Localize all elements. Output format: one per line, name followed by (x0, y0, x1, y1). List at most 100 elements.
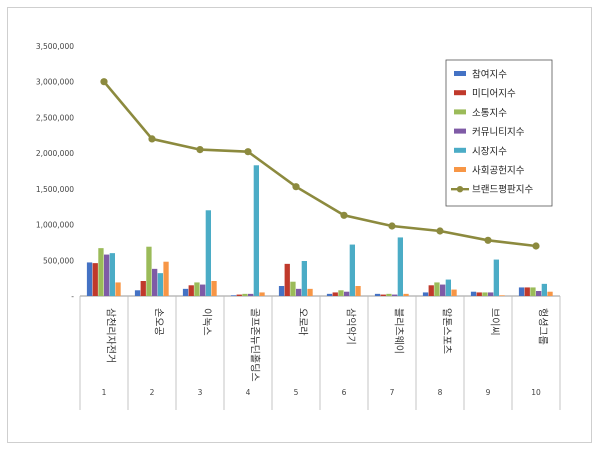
bar (86, 262, 93, 296)
bar (524, 287, 530, 296)
bar (115, 282, 121, 296)
bar (242, 293, 248, 296)
legend-swatch (454, 167, 466, 172)
chart-svg: - 500,000 1,000,000 1,500,000 2,000,000 2,500… (36, 42, 561, 410)
bar (392, 294, 398, 296)
bar (284, 263, 290, 296)
bar (349, 244, 355, 296)
y-tick-label: 500,000 (43, 256, 74, 265)
chart-frame: - 500,000 1,000,000 1,500,000 2,000,000 2,500… (7, 7, 592, 443)
bar (157, 273, 163, 296)
bar (428, 285, 434, 296)
bar (140, 281, 146, 296)
bar (380, 294, 386, 296)
legend-line-marker (456, 186, 464, 193)
rank-label: 10 (531, 388, 541, 397)
rank-label: 1 (102, 388, 107, 397)
y-tick-label: 1,000,000 (36, 221, 74, 230)
bar (499, 295, 505, 296)
bar (422, 292, 429, 296)
axis-layer: - 500,000 1,000,000 1,500,000 2,000,000 2,500… (36, 42, 561, 410)
bar (152, 268, 158, 296)
bar (403, 293, 409, 296)
bar (236, 294, 242, 296)
bar (200, 284, 206, 296)
legend-swatch (454, 71, 466, 76)
bar (205, 210, 211, 296)
category-label: 오로라 (297, 308, 309, 336)
legend-label: 미디어지수 (472, 89, 516, 100)
category-label: 삼천리자전거 (105, 308, 117, 363)
line-point (340, 211, 348, 219)
bar (188, 285, 194, 296)
category-label: 손오공 (153, 308, 165, 336)
bar (470, 291, 477, 296)
legend-label: 커뮤니티지수 (472, 127, 525, 138)
category-label: 블리츠웨이 (393, 308, 405, 354)
category-label: 알톤스포츠 (441, 308, 453, 354)
bar (344, 291, 350, 296)
bar (476, 292, 482, 296)
bar (451, 289, 457, 296)
bar (230, 295, 237, 296)
bar (518, 287, 525, 296)
bar (326, 293, 333, 296)
bar (98, 248, 104, 296)
legend-label: 시장지수 (472, 146, 507, 157)
rank-label: 6 (342, 388, 347, 397)
bar (109, 253, 115, 296)
bar (259, 292, 265, 296)
bar (134, 290, 141, 296)
bar (493, 259, 499, 296)
rank-label: 9 (486, 388, 491, 397)
bar (440, 284, 446, 296)
line-point (244, 148, 252, 156)
bars-layer (86, 165, 553, 296)
y-tick-label: 2,500,000 (36, 113, 74, 122)
bar (163, 261, 169, 296)
line-point (148, 135, 156, 143)
bar (434, 282, 440, 296)
y-tick-label: 1,500,000 (36, 185, 74, 194)
bar (290, 281, 296, 296)
line-point (532, 242, 540, 250)
bar (488, 292, 494, 296)
bar (541, 283, 547, 296)
bar (182, 288, 189, 296)
line-point (196, 146, 204, 154)
bar (536, 291, 542, 296)
line-layer (100, 78, 540, 250)
y-tick-label: 3,000,000 (36, 78, 74, 87)
bar (248, 293, 254, 296)
rank-label: 2 (150, 388, 155, 397)
bar (301, 261, 307, 296)
y-tick-label: 2,000,000 (36, 149, 74, 158)
bar (278, 286, 285, 296)
line-point (388, 222, 396, 230)
bar (307, 288, 313, 296)
legend-swatch (454, 109, 466, 115)
rank-label: 3 (198, 388, 203, 397)
y-tick-label: 3,500,000 (36, 42, 74, 51)
bar (397, 237, 403, 296)
line-point (436, 227, 444, 235)
brand-index-line (103, 80, 537, 248)
bar (92, 263, 98, 296)
bar (547, 291, 553, 296)
legend-swatch (454, 90, 466, 96)
bar (104, 254, 110, 296)
category-label: 헝셩그룹 (537, 308, 549, 345)
bar (355, 286, 361, 296)
legend-label: 참여지수 (472, 69, 507, 81)
bar (332, 292, 338, 296)
bar (374, 293, 381, 296)
bar (146, 246, 152, 296)
legend-label: 소통지수 (472, 108, 507, 119)
rank-label: 4 (246, 388, 251, 397)
legend-swatch (454, 147, 466, 153)
line-point (100, 78, 108, 86)
labels-layer: 삼천리자전거 1 손오공 2 이녹스 3 골프존뉴딘홀딩스 4 오로라 5 삼익악기 6 블리츠웨이 7 알… (102, 308, 549, 397)
category-label: 브이씨 (489, 308, 501, 336)
bar (338, 290, 344, 296)
category-label: 이녹스 (201, 308, 213, 336)
